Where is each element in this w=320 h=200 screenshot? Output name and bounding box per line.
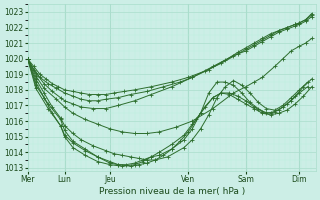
X-axis label: Pression niveau de la mer( hPa ): Pression niveau de la mer( hPa ) — [99, 187, 245, 196]
